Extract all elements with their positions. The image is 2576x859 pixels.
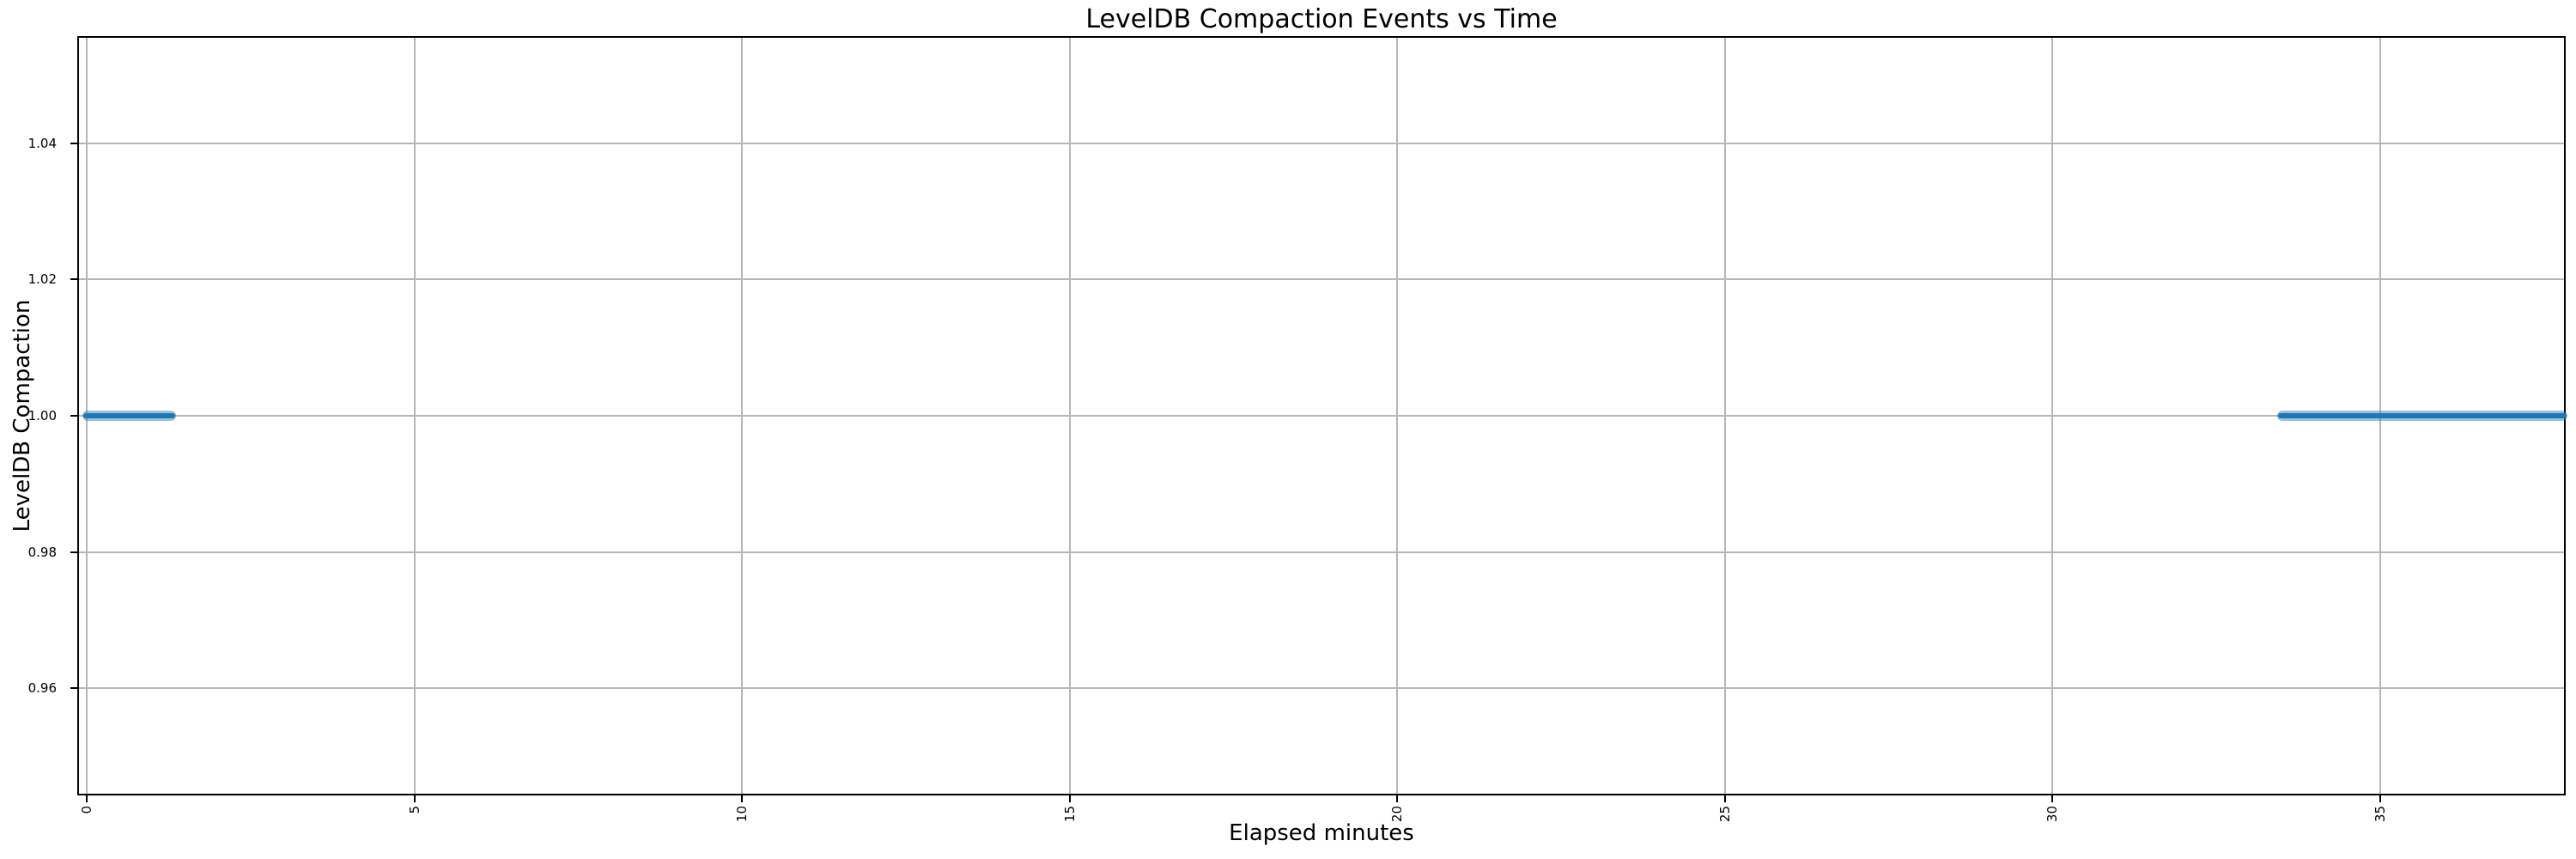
x-axis-label: Elapsed minutes bbox=[1229, 820, 1414, 846]
x-tick-mark bbox=[1723, 794, 1726, 802]
data-segment bbox=[2277, 411, 2568, 421]
x-tick-label: 35 bbox=[2372, 806, 2388, 823]
x-tick-mark bbox=[413, 794, 416, 802]
y-gridline bbox=[79, 687, 2564, 690]
x-tick-label: 30 bbox=[2044, 806, 2061, 823]
x-tick-mark bbox=[741, 794, 744, 802]
y-axis-label: LevelDB Compaction bbox=[9, 299, 35, 533]
x-tick-label: 10 bbox=[734, 806, 750, 823]
plot-area bbox=[77, 36, 2568, 795]
x-tick-mark bbox=[1396, 794, 1399, 802]
y-tick-label: 0.98 bbox=[27, 544, 57, 560]
x-tick-mark bbox=[1068, 794, 1071, 802]
x-tick-label: 25 bbox=[1716, 806, 1733, 823]
y-tick-mark bbox=[70, 415, 79, 417]
x-tick-mark bbox=[2379, 794, 2381, 802]
x-tick-mark bbox=[86, 794, 88, 802]
y-gridline bbox=[79, 142, 2564, 144]
y-tick-label: 1.04 bbox=[27, 135, 57, 151]
x-tick-label: 5 bbox=[406, 806, 422, 814]
chart-title: LevelDB Compaction Events vs Time bbox=[1085, 4, 1558, 34]
y-tick-mark bbox=[70, 551, 79, 553]
y-tick-mark bbox=[70, 142, 79, 144]
x-tick-label: 0 bbox=[79, 806, 95, 814]
y-gridline bbox=[79, 415, 2564, 417]
x-tick-label: 15 bbox=[1061, 806, 1078, 823]
y-gridline bbox=[79, 278, 2564, 281]
y-gridline bbox=[79, 551, 2564, 553]
y-tick-mark bbox=[70, 278, 79, 281]
data-segment-core bbox=[83, 413, 176, 418]
y-tick-label: 0.96 bbox=[27, 680, 57, 697]
y-tick-label: 1.02 bbox=[27, 271, 57, 288]
y-tick-mark bbox=[70, 687, 79, 690]
data-segment bbox=[82, 411, 177, 421]
x-tick-mark bbox=[2051, 794, 2054, 802]
y-tick-label: 1.00 bbox=[27, 408, 57, 423]
data-segment-core bbox=[2278, 413, 2567, 418]
